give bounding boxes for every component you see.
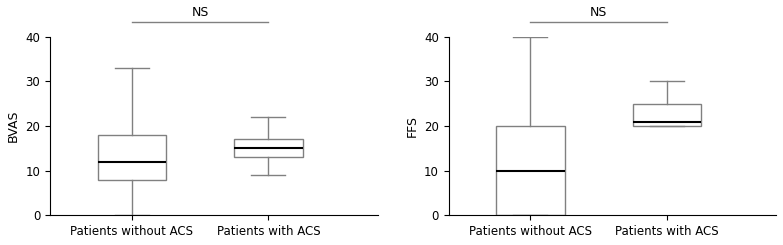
- PathPatch shape: [633, 104, 701, 126]
- Text: NS: NS: [590, 6, 608, 19]
- Text: NS: NS: [192, 6, 209, 19]
- PathPatch shape: [234, 139, 302, 157]
- Y-axis label: BVAS: BVAS: [7, 110, 20, 142]
- Y-axis label: FFS: FFS: [406, 115, 418, 137]
- PathPatch shape: [98, 135, 166, 180]
- PathPatch shape: [496, 126, 565, 215]
